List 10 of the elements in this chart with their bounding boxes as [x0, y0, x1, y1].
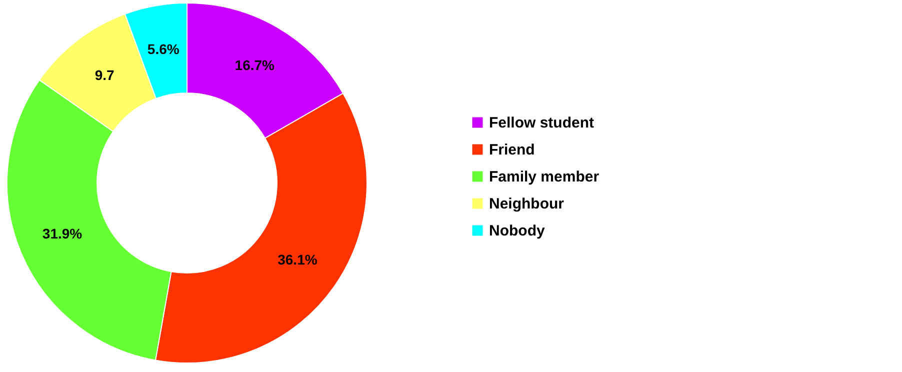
- legend-label: Neighbour: [489, 196, 564, 212]
- data-label: 36.1%: [278, 252, 318, 268]
- data-label: 16.7%: [234, 57, 276, 74]
- data-label: 31.9%: [42, 226, 83, 242]
- data-label: 5.6%: [147, 41, 180, 58]
- legend-label: Nobody: [489, 222, 546, 240]
- legend-label: Fellow student: [489, 114, 594, 132]
- data-label: 9.7: [94, 67, 115, 84]
- legend-label: Family member: [489, 168, 600, 186]
- legend-label: Friend: [489, 142, 535, 158]
